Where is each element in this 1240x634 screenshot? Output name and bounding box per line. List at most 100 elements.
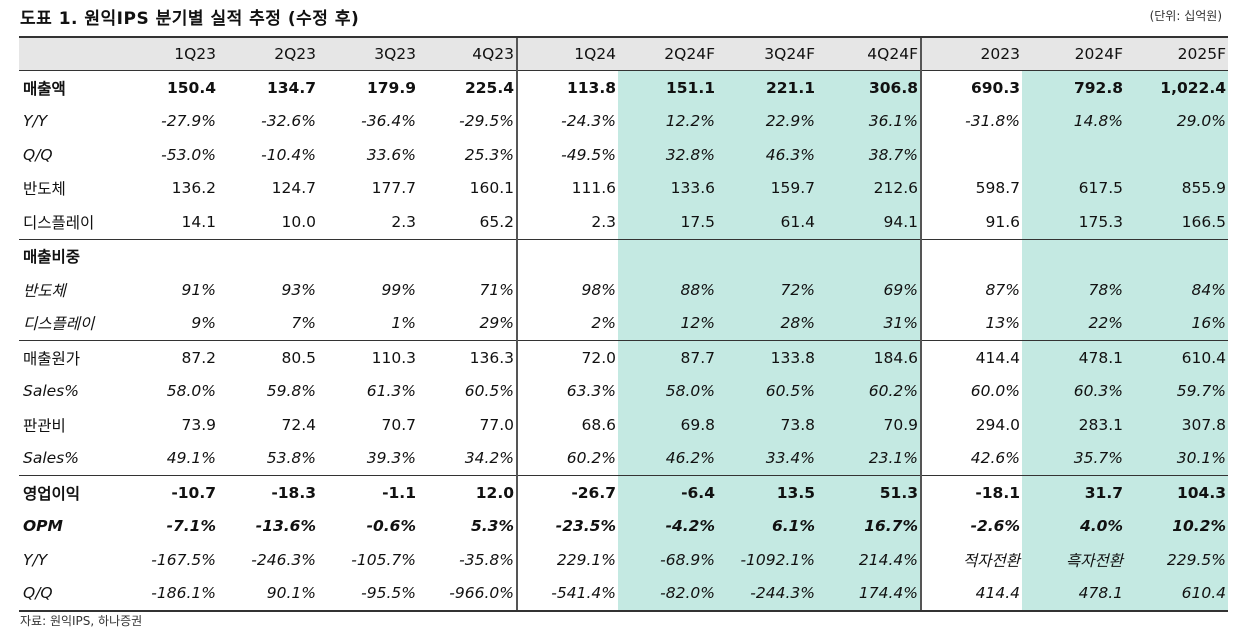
table-cell: 229.5% (1125, 543, 1228, 577)
table-cell: -7.1% (166, 517, 216, 536)
table-cell: 60.2% (516, 441, 618, 476)
table-cell: 87.7 (618, 340, 717, 375)
table-cell (717, 238, 817, 273)
table-cell: 59.8% (266, 382, 316, 401)
table-cell: -6.4 (618, 475, 717, 510)
earnings-table: 1Q23 2Q23 3Q23 4Q23 1Q24 2Q24F 3Q24F 4Q24F 2023 2… (19, 36, 1228, 612)
table-cell: -27.9% (161, 112, 216, 131)
table-row: Q/Q -53.0% -10.4% 33.6% 25.3% -49.5% 32.8% 46.3… (19, 138, 1228, 172)
table-cell (1125, 238, 1228, 273)
unit-label: (단위: 십억원) (1149, 9, 1222, 23)
table-cell: 177.7 (371, 179, 416, 198)
table-cell: 적자전환 (920, 543, 1022, 577)
table-cell: 2% (516, 306, 618, 341)
table-header-row: 1Q23 2Q23 3Q23 4Q23 1Q24 2Q24F 3Q24F 4Q24F 2023 2… (19, 36, 1228, 71)
column-header: 2023 (920, 36, 1022, 71)
table-cell: 229.1% (516, 543, 618, 577)
table-row: Y/Y -27.9% -32.6% -36.4% -29.5% -24.3% 12.2% 22… (19, 104, 1228, 138)
table-cell: -244.3% (717, 576, 817, 612)
table-row: 반도체 136.2 124.7 177.7 160.1 111.6 133.6 159.7 21… (19, 171, 1228, 205)
table-cell: 69.8 (618, 408, 717, 442)
table-cell: -36.4% (361, 112, 416, 131)
table-cell: -49.5% (516, 138, 618, 172)
table-cell: 90.1% (218, 576, 318, 612)
table-cell: 70.7 (381, 415, 416, 434)
table-cell: 88% (618, 273, 717, 307)
column-header: 4Q24F (817, 36, 921, 71)
table-cell: -167.5% (151, 550, 216, 569)
table-row: 디스플레이 14.1 10.0 2.3 65.2 2.3 17.5 61.4 94.1 91.6 1… (19, 205, 1228, 239)
table-cell: 151.1 (618, 70, 717, 105)
table-cell: 31.7 (1022, 475, 1125, 510)
source-note: 자료: 원익IPS, 하나증권 (20, 614, 143, 628)
table-cell (618, 238, 717, 273)
table-cell: 2.3 (391, 212, 416, 231)
table-cell: -32.6% (261, 112, 316, 131)
table-cell: 60.3% (1022, 374, 1125, 408)
table-cell: 133.6 (618, 171, 717, 205)
table-cell: 29% (479, 314, 514, 333)
table-cell: 29.0% (1125, 104, 1228, 138)
table-cell: 36.1% (817, 104, 921, 138)
table-cell (318, 238, 418, 273)
table-cell (119, 238, 218, 273)
table-cell: 166.5 (1125, 205, 1228, 239)
row-label: Q/Q (19, 576, 119, 612)
table-cell: 25.3% (464, 145, 514, 164)
table-row: 반도체 91% 93% 99% 71% 98% 88% 72% 69% 87% 78% 84% (19, 273, 1228, 307)
table-cell: 46.3% (717, 138, 817, 172)
table-cell: 94.1 (817, 205, 921, 239)
table-cell: 흑자전환 (1022, 543, 1125, 577)
table-cell (920, 138, 1022, 172)
table-cell: 13% (920, 306, 1022, 341)
table-cell: 136.3 (418, 340, 517, 375)
row-label: 디스플레이 (23, 315, 95, 334)
table-cell: -10.7 (119, 475, 218, 510)
table-cell: -1.1 (318, 475, 418, 510)
table-cell: 73.9 (181, 415, 216, 434)
column-header: 1Q24 (516, 36, 618, 71)
table-cell (920, 238, 1022, 273)
table-cell: -18.3 (218, 475, 318, 510)
table-cell: 63.3% (516, 374, 618, 408)
table-cell: 306.8 (817, 70, 921, 105)
table-cell: 49.1% (166, 449, 216, 468)
table-cell: -82.0% (618, 576, 717, 612)
table-cell: 60.0% (920, 374, 1022, 408)
header-label-cell (19, 36, 119, 71)
table-cell: 65.2 (479, 212, 514, 231)
table-cell: -2.6% (920, 509, 1022, 543)
table-cell: 104.3 (1125, 475, 1228, 510)
table-cell: 136.2 (171, 179, 216, 198)
table-cell: 84% (1125, 273, 1228, 307)
table-row: 매출비중 (19, 238, 1228, 273)
table-cell: 38.7% (817, 138, 921, 172)
table-row: Sales% 49.1% 53.8% 39.3% 34.2% 60.2% 46.2% 33.4… (19, 441, 1228, 476)
table-cell: 22.9% (717, 104, 817, 138)
row-label: Sales% (23, 382, 79, 401)
table-cell: 150.4 (166, 78, 216, 97)
table-cell: 617.5 (1022, 171, 1125, 205)
page-title: 도표 1. 원익IPS 분기별 실적 추정 (수정 후) (20, 9, 360, 29)
table-cell: 14.1 (181, 212, 216, 231)
table-cell: 1% (391, 314, 416, 333)
table-cell: 294.0 (920, 408, 1022, 442)
table-cell: 34.2% (464, 449, 514, 468)
row-label: 반도체 (23, 180, 66, 199)
table-cell: 478.1 (1022, 576, 1125, 612)
table-cell: -68.9% (618, 543, 717, 577)
table-cell: 91.6 (920, 205, 1022, 239)
table-cell: 10.2% (1125, 509, 1228, 543)
table-cell: 68.6 (516, 408, 618, 442)
table-cell: 175.3 (1022, 205, 1125, 239)
table-cell: -13.6% (255, 517, 316, 536)
table-cell: 16.7% (817, 509, 921, 543)
table-cell: 51.3 (817, 475, 921, 510)
table-cell: 73.8 (717, 408, 817, 442)
table-cell: 9% (191, 314, 216, 333)
table-cell: 87% (920, 273, 1022, 307)
table-cell: 1,022.4 (1125, 70, 1228, 105)
table-cell: 58.0% (166, 382, 216, 401)
table-cell: -18.1 (920, 475, 1022, 510)
table-cell: 2.3 (516, 205, 618, 239)
